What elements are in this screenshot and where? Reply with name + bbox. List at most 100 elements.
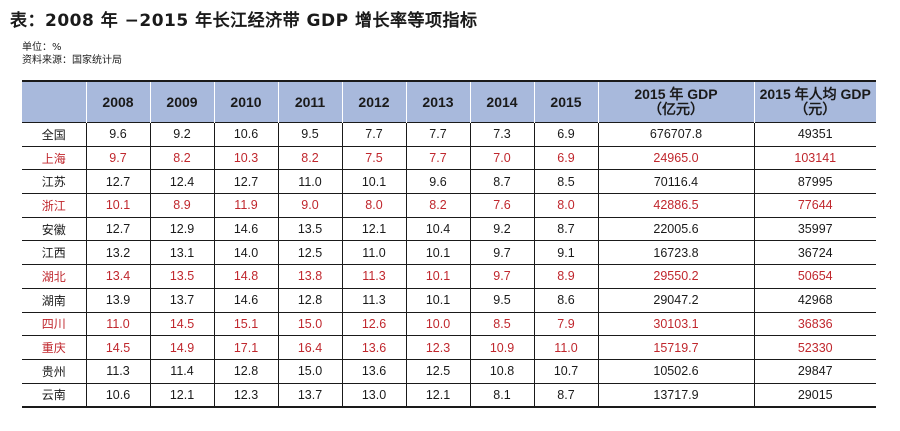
growth-rate-cell: 10.1 [406, 240, 471, 266]
table-row: 江苏 12.7 12.4 12.7 11.0 10.1 9.6 8.7 8.5 70116.4 87… [22, 169, 876, 195]
growth-rate-cell: 10.1 [406, 288, 471, 313]
growth-rate-cell: 13.9 [86, 288, 151, 313]
growth-rate-cell: 11.0 [86, 312, 151, 337]
growth-rate-cell: 12.5 [406, 359, 471, 384]
growth-rate-cell: 9.0 [278, 193, 343, 218]
region-name-cell: 安徽 [22, 217, 87, 242]
region-name-cell: 湖北 [22, 264, 87, 289]
region-name-cell: 四川 [22, 312, 87, 337]
growth-rate-cell: 9.1 [534, 240, 599, 266]
growth-rate-cell: 13.1 [150, 240, 215, 266]
per-capita-gdp-cell: 36836 [754, 312, 876, 337]
indicator-table: 2008 2009 2010 2011 2012 2013 2014 2015 … [22, 80, 876, 409]
growth-rate-cell: 14.6 [214, 217, 279, 242]
region-name-cell: 浙江 [22, 193, 87, 218]
table-row: 贵州 11.3 11.4 12.8 15.0 13.6 12.5 10.8 10.7 10502.… [22, 359, 876, 384]
gdp-cell: 16723.8 [598, 240, 755, 266]
growth-rate-cell: 15.0 [278, 312, 343, 337]
growth-rate-cell: 7.5 [342, 146, 407, 171]
growth-rate-cell: 12.1 [342, 217, 407, 242]
growth-rate-cell: 8.5 [470, 312, 535, 337]
per-capita-gdp-cell: 52330 [754, 335, 876, 360]
unit-note: 单位：% [22, 42, 62, 53]
region-name-cell: 上海 [22, 146, 87, 171]
growth-rate-cell: 12.4 [150, 169, 215, 195]
header-year: 2010 [214, 81, 279, 123]
per-capita-gdp-cell: 103141 [754, 146, 876, 171]
growth-rate-cell: 12.6 [342, 312, 407, 337]
region-name-cell: 江苏 [22, 169, 87, 195]
gdp-cell: 30103.1 [598, 312, 755, 337]
gdp-cell: 676707.8 [598, 122, 755, 147]
growth-rate-cell: 8.0 [534, 193, 599, 218]
table-row: 全国 9.6 9.2 10.6 9.5 7.7 7.7 7.3 6.9 676707.8 49351 [22, 122, 876, 147]
growth-rate-cell: 12.9 [150, 217, 215, 242]
table-row: 上海 9.7 8.2 10.3 8.2 7.5 7.7 7.0 6.9 24965.0 103141 [22, 146, 876, 171]
table-row: 湖南 13.9 13.7 14.6 12.8 11.3 10.1 9.5 8.6 29047.2 4… [22, 288, 876, 313]
growth-rate-cell: 6.9 [534, 122, 599, 147]
growth-rate-cell: 12.8 [278, 288, 343, 313]
per-capita-gdp-cell: 77644 [754, 193, 876, 218]
table-row: 湖北 13.4 13.5 14.8 13.8 11.3 10.1 9.7 8.9 29550.2 5… [22, 264, 876, 289]
growth-rate-cell: 14.5 [150, 312, 215, 337]
growth-rate-cell: 13.8 [278, 264, 343, 289]
gdp-cell: 13717.9 [598, 383, 755, 409]
table-row: 四川 11.0 14.5 15.1 15.0 12.6 10.0 8.5 7.9 30103.1 3… [22, 312, 876, 337]
gdp-cell: 70116.4 [598, 169, 755, 195]
header-per-capita-line2: （元） [794, 101, 837, 117]
growth-rate-cell: 8.2 [150, 146, 215, 171]
growth-rate-cell: 12.3 [214, 383, 279, 409]
growth-rate-cell: 13.4 [86, 264, 151, 289]
growth-rate-cell: 7.7 [406, 122, 471, 147]
growth-rate-cell: 11.3 [86, 359, 151, 384]
table-header-row: 2008 2009 2010 2011 2012 2013 2014 2015 … [22, 81, 876, 123]
header-gdp-line1: 2015 年 GDP [634, 86, 718, 102]
header-year: 2015 [534, 81, 599, 123]
growth-rate-cell: 9.5 [278, 122, 343, 147]
region-name-cell: 江西 [22, 240, 87, 266]
header-year: 2014 [470, 81, 535, 123]
gdp-cell: 15719.7 [598, 335, 755, 360]
growth-rate-cell: 8.7 [470, 169, 535, 195]
growth-rate-cell: 12.8 [214, 359, 279, 384]
gdp-cell: 10502.6 [598, 359, 755, 384]
growth-rate-cell: 17.1 [214, 335, 279, 360]
table-body: 全国 9.6 9.2 10.6 9.5 7.7 7.7 7.3 6.9 676707.8 49351… [22, 122, 876, 409]
per-capita-gdp-cell: 50654 [754, 264, 876, 289]
growth-rate-cell: 9.2 [150, 122, 215, 147]
growth-rate-cell: 10.0 [406, 312, 471, 337]
growth-rate-cell: 16.4 [278, 335, 343, 360]
growth-rate-cell: 15.1 [214, 312, 279, 337]
region-name-cell: 重庆 [22, 335, 87, 360]
header-per-capita-line1: 2015 年人均 GDP [759, 86, 871, 102]
source-note: 资料来源：国家统计局 [22, 55, 122, 66]
header-year: 2012 [342, 81, 407, 123]
region-name-cell: 全国 [22, 122, 87, 147]
growth-rate-cell: 7.6 [470, 193, 535, 218]
gdp-cell: 29550.2 [598, 264, 755, 289]
growth-rate-cell: 13.7 [150, 288, 215, 313]
growth-rate-cell: 8.7 [534, 383, 599, 409]
gdp-cell: 24965.0 [598, 146, 755, 171]
growth-rate-cell: 7.7 [406, 146, 471, 171]
growth-rate-cell: 8.7 [534, 217, 599, 242]
header-per-capita: 2015 年人均 GDP （元） [754, 81, 876, 123]
growth-rate-cell: 14.9 [150, 335, 215, 360]
growth-rate-cell: 12.7 [86, 169, 151, 195]
growth-rate-cell: 12.7 [214, 169, 279, 195]
page-title: 表：2008 年 −2015 年长江经济带 GDP 增长率等项指标 [10, 11, 478, 31]
growth-rate-cell: 9.2 [470, 217, 535, 242]
growth-rate-cell: 6.9 [534, 146, 599, 171]
table-row: 安徽 12.7 12.9 14.6 13.5 12.1 10.4 9.2 8.7 22005.6 3… [22, 217, 876, 242]
growth-rate-cell: 8.2 [406, 193, 471, 218]
region-name-cell: 贵州 [22, 359, 87, 384]
growth-rate-cell: 9.6 [406, 169, 471, 195]
growth-rate-cell: 9.5 [470, 288, 535, 313]
growth-rate-cell: 10.9 [470, 335, 535, 360]
growth-rate-cell: 11.0 [278, 169, 343, 195]
growth-rate-cell: 9.7 [470, 264, 535, 289]
header-year: 2009 [150, 81, 215, 123]
growth-rate-cell: 11.0 [342, 240, 407, 266]
growth-rate-cell: 14.5 [86, 335, 151, 360]
growth-rate-cell: 13.0 [342, 383, 407, 409]
